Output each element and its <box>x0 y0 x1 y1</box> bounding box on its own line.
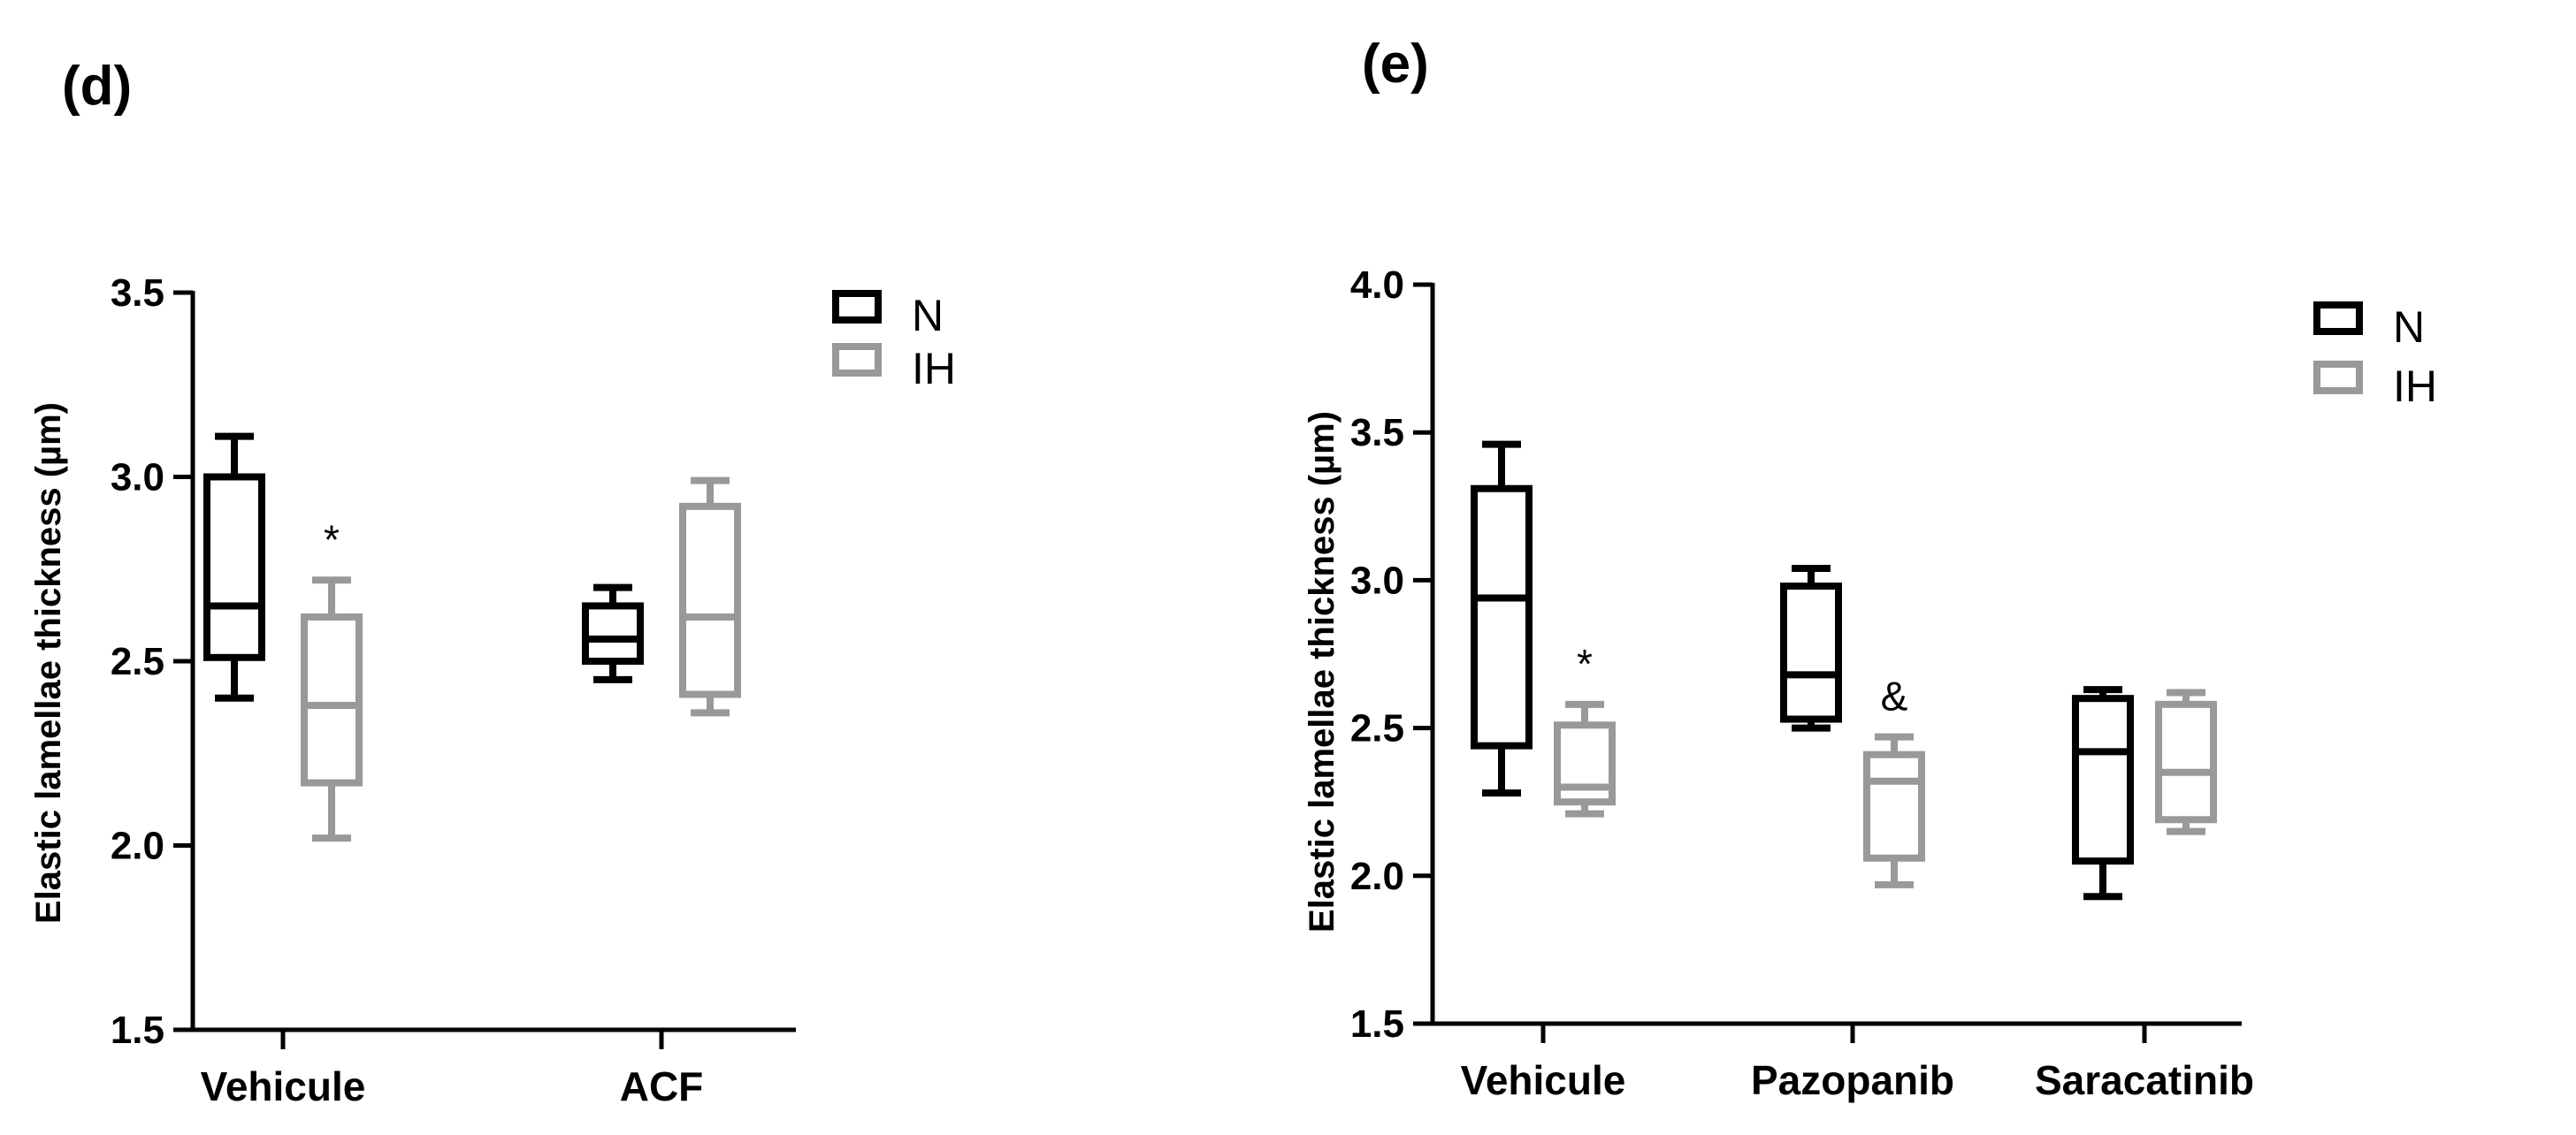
box-iqr <box>2072 695 2134 865</box>
y-tick-label: 2.0 <box>1350 855 1404 898</box>
legend-swatch <box>832 343 882 377</box>
y-tick-label: 2.0 <box>111 825 164 868</box>
box-iqr <box>2155 700 2217 824</box>
y-tick-label: 4.0 <box>1350 263 1404 307</box>
significance-annotation: & <box>1881 674 1908 720</box>
box-N-Pazopanib <box>1780 565 1842 732</box>
legend-label: IH <box>2393 362 2437 411</box>
y-tick-label: 3.5 <box>111 271 164 315</box>
x-tick-label: Saracatinib <box>2035 1057 2254 1103</box>
box-N-Vehicule <box>203 432 265 702</box>
legend-label: N <box>2393 302 2425 352</box>
box-iqr <box>582 602 644 666</box>
box-IH-ACF <box>679 476 741 717</box>
y-tick-label: 2.5 <box>1350 707 1404 750</box>
legend: N IH <box>2313 301 2437 411</box>
box-N-Vehicule <box>1471 440 1533 797</box>
box-IH-Vehicule <box>1554 700 1616 818</box>
legend-label: IH <box>912 344 956 393</box>
box-N-Saracatinib <box>2072 686 2134 901</box>
y-tick-label: 2.5 <box>111 640 164 683</box>
box-iqr <box>679 502 741 698</box>
box-iqr <box>1780 583 1842 723</box>
significance-annotation: * <box>1577 641 1593 687</box>
box-IH-Vehicule <box>301 576 363 842</box>
y-tick-label: 3.5 <box>1350 411 1404 454</box>
y-axis-label: Elastic lamellae thickness (µm) <box>1303 411 1342 933</box>
box-iqr <box>203 473 265 661</box>
panel-e: (e) 1.5 2.0 2.5 3.0 3.5 4.0 Vehicule Pazopanib Sa… <box>1303 34 2437 1103</box>
legend-swatch <box>2313 301 2363 335</box>
y-tick-label: 3.0 <box>111 456 164 499</box>
legend-swatch <box>832 290 882 324</box>
legend: NIH <box>832 290 956 393</box>
x-tick-label: Pazopanib <box>1751 1057 1954 1103</box>
significance-annotation: * <box>324 516 340 562</box>
x-tick-label: Vehicule <box>201 1063 366 1109</box>
panel-label: (e) <box>1362 34 1429 95</box>
panel-label: (d) <box>62 56 132 117</box>
x-tick-label: ACF <box>620 1063 704 1109</box>
box-IH-Saracatinib <box>2155 689 2217 835</box>
y-tick-label: 1.5 <box>1350 1002 1404 1046</box>
box-iqr <box>1863 750 1925 862</box>
panel-d: (d) 1.5 2.0 2.5 3.0 3.5 Vehicule ACF Elastic lam… <box>29 56 956 1109</box>
y-axis-label: Elastic lamellae thickness (µm) <box>29 402 68 924</box>
box-iqr <box>301 613 363 787</box>
legend-swatch <box>2313 361 2363 394</box>
box-IH-Pazopanib <box>1863 733 1925 888</box>
x-tick-label: Vehicule <box>1461 1057 1626 1103</box>
legend-label: N <box>912 291 944 340</box>
y-tick-label: 3.0 <box>1350 559 1404 602</box>
box-N-ACF <box>582 583 644 683</box>
y-tick-label: 1.5 <box>111 1009 164 1052</box>
box-iqr <box>1471 484 1533 750</box>
